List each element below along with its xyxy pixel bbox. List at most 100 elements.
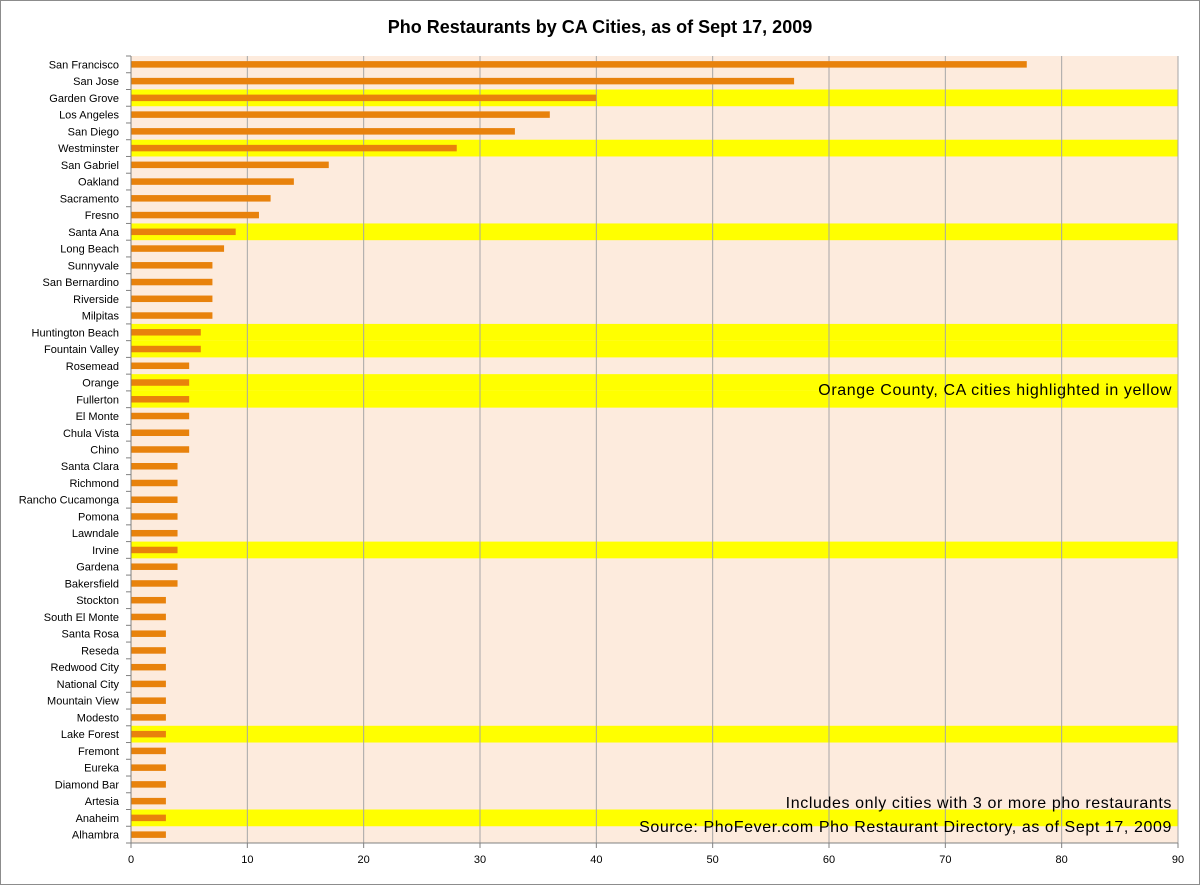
category-label: Pomona [78, 511, 120, 523]
bar [131, 814, 166, 822]
bar [131, 697, 166, 704]
bar [131, 563, 178, 570]
bar [131, 178, 294, 185]
bar [131, 831, 166, 838]
bar [131, 245, 225, 252]
category-label: South El Monte [44, 612, 119, 624]
category-label: Oakland [78, 177, 119, 189]
highlight-band [131, 809, 1178, 827]
category-label: Mountain View [47, 696, 119, 708]
x-tick-label: 50 [707, 854, 719, 866]
category-label: El Monte [76, 411, 119, 423]
category-label: San Francisco [49, 59, 119, 71]
bar [131, 345, 201, 353]
bar [131, 128, 515, 135]
highlight-band [131, 223, 1178, 241]
category-label: San Bernardino [43, 277, 119, 289]
category-label: Milpitas [82, 311, 120, 323]
bar [131, 379, 190, 386]
category-label: Sunnyvale [68, 260, 119, 272]
category-label: Santa Ana [68, 227, 120, 239]
bar [131, 362, 190, 370]
highlight-band [131, 139, 1178, 157]
bar [131, 613, 166, 621]
bar [131, 479, 178, 487]
category-label: Fremont [78, 746, 119, 758]
category-label: Santa Clara [61, 461, 120, 473]
bar [131, 462, 178, 470]
category-label: Chino [90, 445, 119, 457]
plot-area [131, 56, 1178, 843]
bar [131, 446, 190, 453]
category-label: Richmond [69, 478, 119, 490]
category-label: Eureka [84, 763, 120, 775]
category-label: Rancho Cucamonga [19, 495, 120, 507]
category-label: San Diego [68, 126, 119, 138]
bar [131, 429, 190, 437]
category-label: Modesto [77, 712, 119, 724]
bar [131, 714, 166, 721]
footnote-threshold: Includes only cities with 3 or more pho … [786, 795, 1172, 812]
category-label: Anaheim [76, 813, 119, 825]
bar [131, 747, 166, 755]
x-tick-label: 20 [358, 854, 370, 866]
bar [131, 94, 597, 102]
bar [131, 262, 213, 269]
category-label: Huntington Beach [32, 327, 119, 339]
category-label: Lawndale [72, 528, 119, 540]
category-label: Sacramento [60, 193, 119, 205]
bar [131, 663, 166, 671]
category-label: San Jose [73, 76, 119, 88]
highlight-band [131, 323, 1178, 341]
category-label: Diamond Bar [55, 779, 120, 791]
category-label: Chula Vista [63, 428, 120, 440]
category-label: Santa Rosa [62, 629, 120, 641]
bar [131, 647, 166, 654]
bar [131, 546, 178, 554]
bar [131, 144, 457, 152]
x-tick-label: 90 [1172, 854, 1184, 866]
bar [131, 596, 166, 604]
chart-title: Pho Restaurants by CA Cities, as of Sept… [388, 17, 812, 37]
category-label: Stockton [76, 595, 119, 607]
bar [131, 111, 550, 118]
category-label: Garden Grove [49, 93, 119, 105]
bar [131, 781, 166, 788]
category-label: Long Beach [60, 244, 119, 256]
category-label: Artesia [85, 796, 120, 808]
highlight-band [131, 374, 1178, 391]
footnote-source: Source: PhoFever.com Pho Restaurant Dire… [639, 819, 1172, 836]
bar [131, 161, 329, 169]
highlight-band [131, 89, 1178, 107]
x-tick-label: 30 [474, 854, 486, 866]
highlight-band [131, 340, 1178, 358]
bar [131, 278, 213, 286]
x-tick-label: 70 [939, 854, 951, 866]
bar [131, 630, 166, 637]
bar [131, 77, 795, 85]
category-label: Rosemead [66, 361, 119, 373]
category-label: Fullerton [76, 394, 119, 406]
bar [131, 211, 259, 219]
category-label: Irvine [92, 545, 119, 557]
category-label: Westminster [58, 143, 119, 155]
category-label: Fresno [85, 210, 119, 222]
highlight-band [131, 390, 1178, 408]
bar [131, 764, 166, 771]
bar [131, 496, 178, 503]
bar [131, 412, 190, 420]
highlight-band [131, 725, 1178, 743]
bar [131, 797, 166, 805]
category-label: Lake Forest [61, 729, 119, 741]
category-label: Gardena [76, 562, 120, 574]
x-tick-label: 80 [1056, 854, 1068, 866]
highlight-annotation: Orange County, CA cities highlighted in … [818, 382, 1172, 399]
category-label: Orange [82, 378, 119, 390]
category-label: Bakersfield [65, 578, 119, 590]
bar [131, 195, 271, 202]
bar [131, 228, 236, 236]
x-tick-label: 10 [241, 854, 253, 866]
category-label: Los Angeles [59, 110, 119, 122]
